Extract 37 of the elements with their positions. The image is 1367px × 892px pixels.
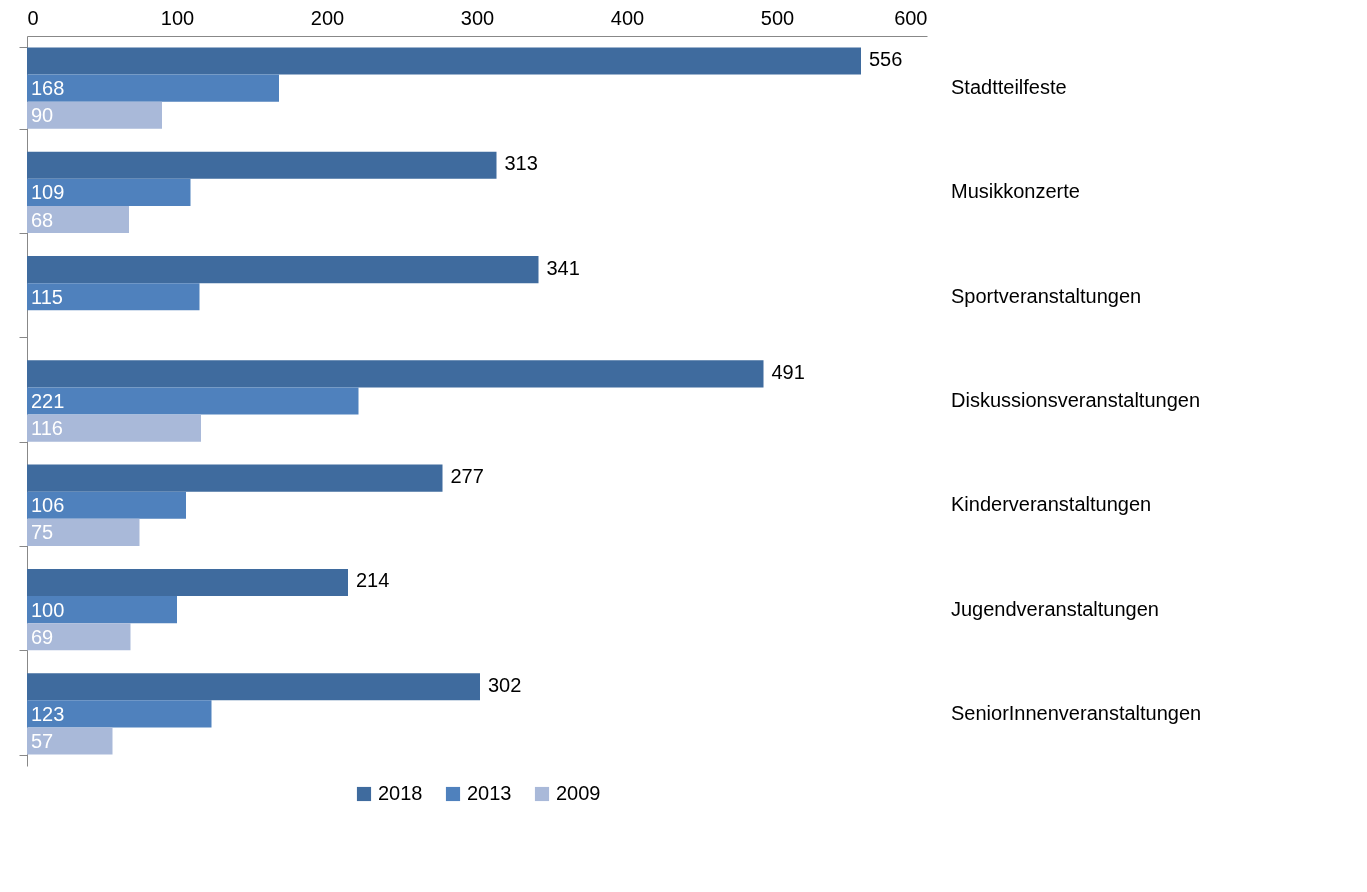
data-label: 116 [31,417,63,440]
x-tick-label: 200 [310,6,345,29]
data-label: 90 [31,104,54,127]
legend-label: 2018 [378,782,423,804]
data-label: 491 [771,360,805,383]
y-tick-label: Diskussionsveranstaltungen [951,389,1201,411]
data-label: 168 [31,77,65,100]
x-tick-label: 400 [610,6,645,29]
data-label: 302 [488,673,522,696]
legend-label: 2013 [467,782,512,804]
legend-label: 2009 [556,782,601,804]
data-label: 115 [31,285,63,308]
data-label: 109 [31,181,65,204]
data-label: 214 [356,569,390,592]
data-label: 75 [31,521,54,544]
x-tick-label: 100 [160,6,195,29]
data-label: 556 [869,48,903,71]
y-tick-label: Musikkonzerte [951,180,1080,203]
x-tick-label: 0 [27,6,39,29]
y-tick-label: Kinderveranstaltungen [951,493,1152,516]
x-tick-label: 300 [460,6,495,29]
data-label: 68 [31,208,54,231]
y-tick-label: Jugendveranstaltungen [951,597,1159,620]
data-label: 106 [31,494,65,517]
data-label: 69 [31,625,54,648]
y-tick-label: SeniorInnenveranstaltungen [951,701,1202,724]
data-label: 221 [31,390,65,412]
y-tick-label: Stadtteilfeste [951,76,1067,99]
data-label: 341 [546,256,580,279]
data-label: 57 [31,729,54,752]
data-label: 277 [450,465,484,488]
x-tick-label: 600 [894,6,928,29]
x-tick-label: 500 [760,6,795,29]
data-label: 123 [31,702,65,725]
y-tick-label: Sportveranstaltungen [951,284,1142,307]
data-label: 100 [31,598,65,621]
data-label: 313 [504,152,538,175]
